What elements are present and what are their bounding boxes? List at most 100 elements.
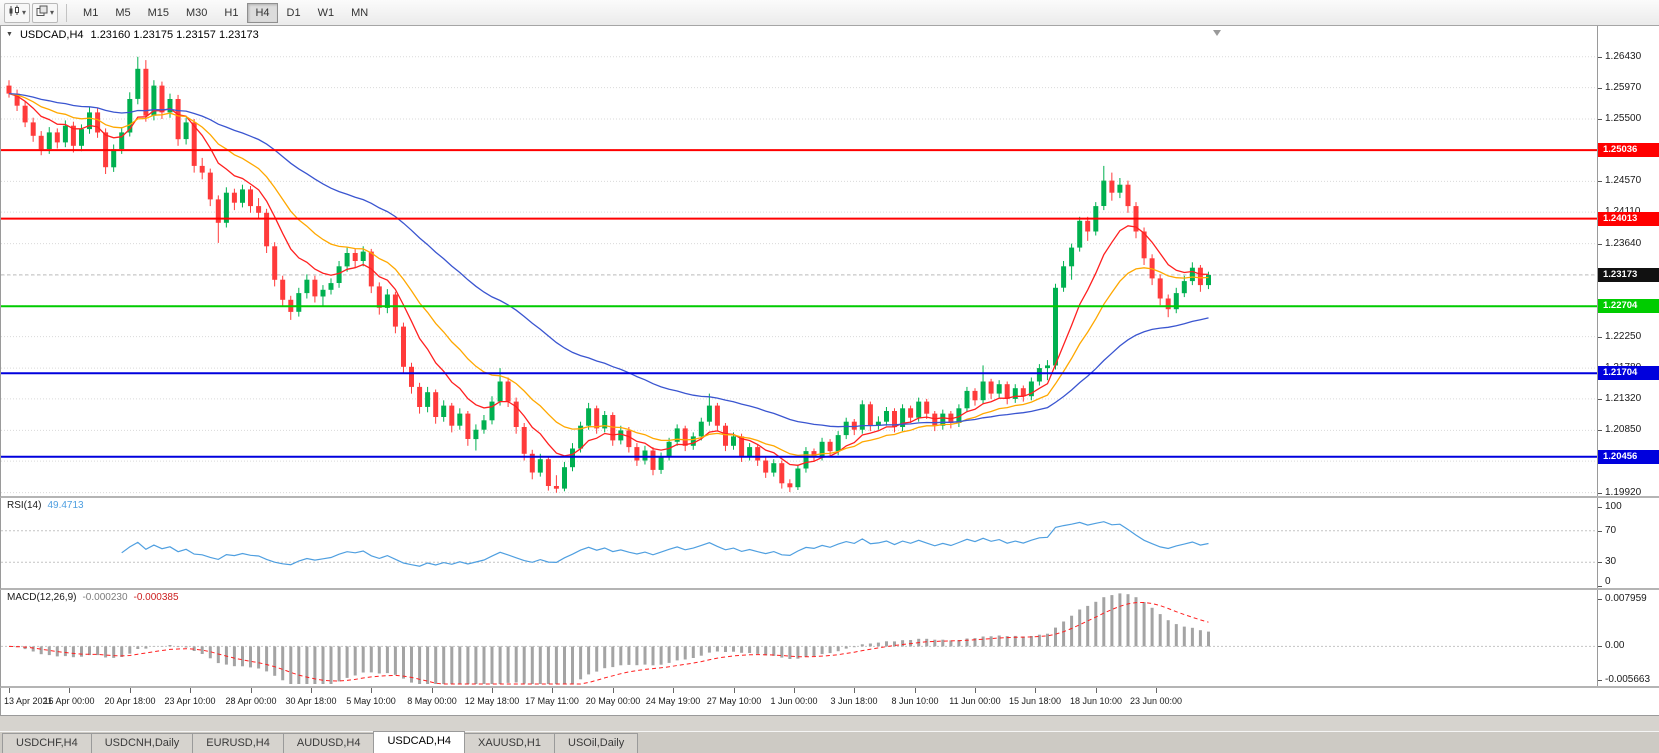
chart-tab-usdcad-h4[interactable]: USDCAD,H4: [373, 731, 466, 753]
time-axis-tick: [915, 688, 916, 693]
time-axis-label: 27 May 10:00: [706, 696, 762, 706]
template-menu-button[interactable]: ▾: [32, 2, 59, 23]
chevron-down-icon: ▾: [50, 7, 55, 17]
axis-tick: [1598, 57, 1602, 58]
window-background-strip: [0, 716, 1659, 731]
axis-tick: [1598, 646, 1602, 647]
timeframe-m5-button[interactable]: M5: [107, 3, 138, 23]
axis-label: 0.007959: [1605, 593, 1647, 605]
time-axis-tick: [794, 688, 795, 693]
symbol-info-line: ▼ USDCAD,H4 1.23160 1.23175 1.23157 1.23…: [6, 29, 259, 41]
axis-label: 1.26430: [1605, 50, 1642, 62]
axis-label: 1.21320: [1605, 392, 1642, 404]
time-axis-label: 24 May 19:00: [645, 696, 701, 706]
axis-label: 0.00: [1605, 640, 1625, 652]
time-axis-label: 23 Apr 10:00: [164, 696, 216, 706]
ohlc-values: 1.23160 1.23175 1.23157 1.23173: [90, 29, 259, 41]
time-axis-tick: [69, 688, 70, 693]
price-tag: 1.24013: [1598, 211, 1659, 226]
timeframe-d1-button[interactable]: D1: [279, 3, 309, 23]
time-axis-tick: [613, 688, 614, 693]
timeframe-h1-button[interactable]: H1: [216, 3, 246, 23]
axis-label: 0: [1605, 576, 1611, 587]
time-axis-label: 20 Apr 18:00: [104, 696, 156, 706]
time-axis-label: 12 May 18:00: [464, 696, 520, 706]
time-axis-tick: [1096, 688, 1097, 693]
time-axis-tick: [492, 688, 493, 693]
time-axis-tick: [734, 688, 735, 693]
rsi-title: RSI(14): [7, 500, 42, 511]
axis-label: 1.24570: [1605, 175, 1642, 187]
axis-tick: [1598, 493, 1602, 494]
rsi-axis[interactable]: 100 70 30 0: [1597, 498, 1659, 588]
macd-axis[interactable]: 0.007959 0.00 -0.005663: [1597, 590, 1659, 686]
timeframe-m15-button[interactable]: M15: [140, 3, 177, 23]
price-tag: 1.22704: [1598, 299, 1659, 314]
time-axis-label: 8 May 00:00: [407, 696, 457, 706]
candlestick-chart[interactable]: [1, 26, 1597, 496]
time-axis-tick: [1035, 688, 1036, 693]
axis-tick: [1598, 562, 1602, 563]
time-axis-label: 30 Apr 18:00: [285, 696, 337, 706]
macd-indicator-chart[interactable]: [1, 590, 1597, 686]
time-axis[interactable]: 13 Apr 2021 16 Apr 00:00 20 Apr 18:00 23 Ap…: [0, 688, 1659, 716]
timeframe-h4-button[interactable]: H4: [247, 2, 278, 23]
time-axis-label: 28 Apr 00:00: [225, 696, 277, 706]
time-axis-tick: [854, 688, 855, 693]
symbol-title: USDCAD,H4: [19, 29, 84, 41]
axis-label: 1.19920: [1605, 486, 1642, 498]
time-axis-label: 15 Jun 18:00: [1008, 696, 1062, 706]
time-axis-label: 17 May 11:00: [525, 696, 579, 706]
chart-tab-usdcnh-daily[interactable]: USDCNH,Daily: [90, 733, 194, 753]
time-axis-label: 13 Apr 2021: [4, 696, 53, 706]
timeframe-w1-button[interactable]: W1: [310, 3, 343, 23]
toolbar-separator: [66, 3, 68, 22]
time-axis-label: 1 Jun 00:00: [770, 696, 818, 706]
candlestick-icon: [8, 5, 20, 20]
axis-tick: [1598, 337, 1602, 338]
timeframe-mn-button[interactable]: MN: [343, 3, 376, 23]
axis-tick: [1598, 430, 1602, 431]
main-chart-pane: ▼ USDCAD,H4 1.23160 1.23175 1.23157 1.23…: [0, 26, 1659, 498]
price-tag: 1.21704: [1598, 366, 1659, 381]
chart-shift-marker[interactable]: [1213, 30, 1221, 36]
price-axis[interactable]: 1.264301.259701.255001.250401.245701.241…: [1597, 26, 1659, 496]
timeframe-m30-button[interactable]: M30: [178, 3, 215, 23]
chart-tab-eurusd-h4[interactable]: EURUSD,H4: [192, 733, 284, 753]
time-axis-label: 18 Jun 10:00: [1069, 696, 1123, 706]
time-axis-tick: [552, 688, 553, 693]
time-axis-label: 8 Jun 10:00: [891, 696, 939, 706]
chart-tab-audusd-h4[interactable]: AUDUSD,H4: [282, 733, 375, 753]
axis-label: 1.25970: [1605, 81, 1642, 93]
chart-tab-bar: USDCHF,H4 USDCNH,Daily EURUSD,H4 AUDUSD,H4 U…: [0, 731, 1659, 753]
axis-tick: [1598, 244, 1602, 245]
axis-label: 1.23640: [1605, 237, 1642, 249]
time-axis-tick: [1156, 688, 1157, 693]
rsi-indicator-chart[interactable]: [1, 498, 1597, 588]
price-tag: 1.20456: [1598, 449, 1659, 464]
time-axis-label: 16 Apr 00:00: [43, 696, 95, 706]
time-axis-tick: [190, 688, 191, 693]
axis-label: 1.25500: [1605, 113, 1642, 125]
axis-tick: [1598, 181, 1602, 182]
time-axis-label: 5 May 10:00: [346, 696, 396, 706]
chart-tab-xauusd-h1[interactable]: XAUUSD,H1: [464, 733, 555, 753]
quick-trade-collapse-arrow[interactable]: ▼: [6, 31, 13, 38]
time-axis-tick: [251, 688, 252, 693]
axis-tick: [1598, 88, 1602, 89]
axis-label: 30: [1605, 556, 1617, 568]
macd-main-value: -0.000230: [82, 592, 128, 603]
axis-label: 70: [1605, 524, 1617, 536]
time-axis-label: 3 Jun 18:00: [830, 696, 878, 706]
macd-signal-value: -0.000385: [133, 592, 179, 603]
chart-tab-usoil-daily[interactable]: USOil,Daily: [554, 733, 639, 753]
timeframe-m1-button[interactable]: M1: [75, 3, 106, 23]
axis-tick: [1598, 680, 1602, 681]
chart-tab-usdchf-h4[interactable]: USDCHF,H4: [2, 733, 92, 753]
chart-type-button[interactable]: ▾: [4, 2, 31, 23]
macd-indicator-pane: MACD(12,26,9) -0.000230 -0.000385 0.0079…: [0, 590, 1659, 688]
axis-tick: [1598, 119, 1602, 120]
time-axis-label: 23 Jun 00:00: [1129, 696, 1183, 706]
layers-icon: [36, 5, 48, 20]
toolbar: ▾ ▾ M1 M5 M15 M30 H1 H4 D1 W1 MN: [0, 0, 1659, 26]
